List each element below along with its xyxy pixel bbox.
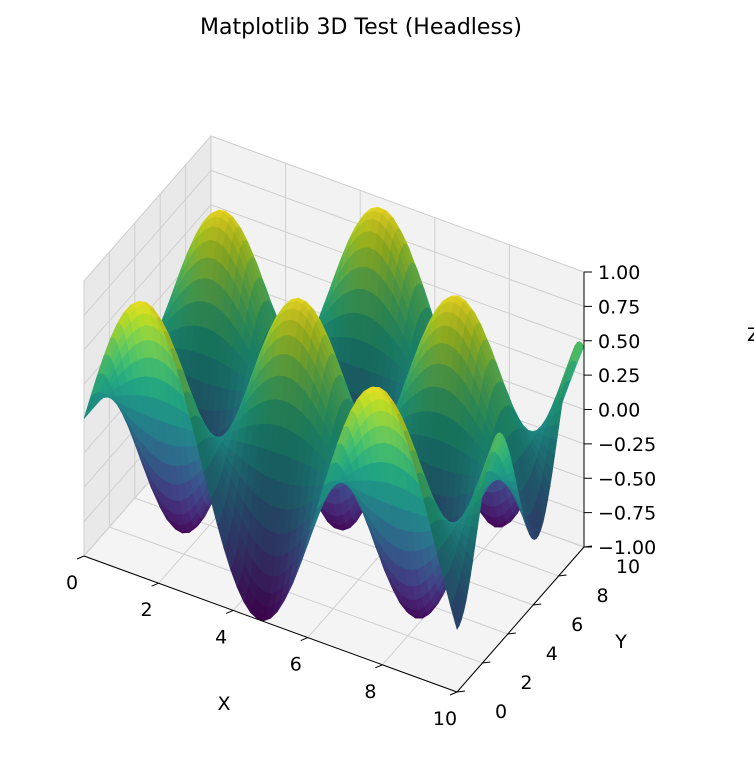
y-tick-mark [558,574,567,577]
z-tick-label: −0.50 [598,468,656,490]
z-tick-label: −0.75 [598,503,656,525]
y-tick-label: 0 [495,701,507,723]
z-tick-label: −1.00 [598,537,656,559]
z-tick-label: 0.00 [598,400,640,422]
y-axis-label: Y [614,631,627,653]
x-tick-label: 8 [364,681,376,703]
floor-grid-x [382,519,510,666]
x-tick-label: 4 [215,626,227,648]
y-tick-mark [507,632,516,635]
y-tick-mark [533,603,542,606]
left-grid-z [83,170,212,316]
y-tick-mark [482,661,491,664]
y-tick-label: 6 [571,614,583,636]
x-tick-label: 6 [290,654,302,676]
left-grid-z [83,204,212,351]
surface-facet [449,601,460,631]
z-tick-label: 0.50 [598,331,640,353]
z-tick-label: 0.75 [598,296,640,318]
y-tick-mark [456,690,466,693]
z-axis-label: Z [747,324,754,346]
y-tick-label: 10 [616,556,640,578]
x-tick-label: 10 [433,708,457,730]
chart-title: Matplotlib 3D Test (Headless) [200,15,522,40]
x-axis-label: X [217,693,230,715]
x-tick-mark [300,637,308,642]
x-tick-mark [76,555,85,560]
surface-plot [83,206,585,631]
y-tick-label: 8 [597,585,609,607]
x-tick-mark [226,609,234,614]
y-tick-label: 4 [546,643,558,665]
x-tick-label: 2 [141,599,153,621]
floor-grid-y [109,526,483,664]
y-tick-label: 2 [520,672,532,694]
y-axis-line [456,546,585,693]
back-grid-z [210,135,585,273]
z-tick-label: −0.25 [598,434,656,456]
x-tick-mark [375,664,383,669]
left-grid-z [83,135,212,282]
x-tick-mark [449,691,458,696]
x-tick-label: 0 [66,572,78,594]
z-tick-label: 0.25 [598,365,640,387]
x-axis-line [83,555,458,693]
x-tick-mark [151,582,159,587]
z-tick-label: 1.00 [598,262,640,284]
